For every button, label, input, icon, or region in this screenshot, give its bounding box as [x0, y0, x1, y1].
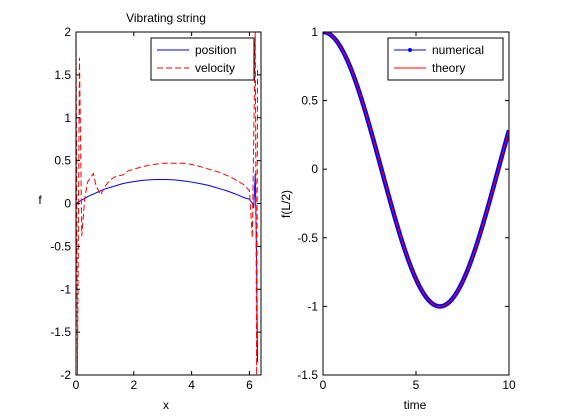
left-axes: Vibrating string x f 0 2 4 6 -2 -1.5 -1 -0.5 0 0.…: [38, 11, 262, 412]
x-tick-label: 0: [73, 378, 80, 392]
series-line-position: [76, 173, 259, 363]
series-line-theory: [323, 32, 509, 307]
x-tick-label: 2: [130, 378, 137, 392]
series-line-velocity: [76, 32, 259, 375]
y-tick-label: 1.5: [54, 68, 71, 82]
x-tick-label: 4: [188, 378, 195, 392]
y-tick-label: 1: [64, 111, 71, 125]
x-tick-label: 6: [246, 378, 253, 392]
legend-box: [150, 37, 255, 81]
legend-label-position: position: [195, 43, 236, 57]
legend-label-numerical: numerical: [432, 43, 484, 57]
y-tick-label: -1: [60, 282, 71, 296]
y-tick-label: 0: [64, 197, 71, 211]
x-tick-label: 10: [502, 378, 516, 392]
right-axes: time f(L/2) 0 5 10 -1.5 -1 -0.5 0 0.5 1 numerical…: [279, 25, 516, 412]
x-tick-label: 5: [413, 378, 420, 392]
y-tick-label: 0.5: [301, 94, 318, 108]
right-x-axis-label: time: [404, 398, 427, 412]
y-tick-label: -1.5: [297, 368, 318, 382]
y-tick-label: -0.5: [50, 239, 71, 253]
y-tick-label: 0: [311, 162, 318, 176]
y-tick-label: 2: [64, 25, 71, 39]
axes-box: [75, 31, 262, 376]
legend-label-velocity: velocity: [195, 61, 235, 75]
y-tick-label: 0.5: [54, 154, 71, 168]
left-chart-title: Vibrating string: [126, 11, 206, 25]
x-tick-label: 0: [320, 378, 327, 392]
left-y-axis-label: f: [38, 193, 42, 207]
legend-marker: [408, 48, 412, 52]
right-y-axis-label: f(L/2): [279, 190, 293, 218]
legend-box: [387, 37, 504, 81]
left-x-axis-label: x: [163, 398, 169, 412]
y-tick-label: -2: [60, 368, 71, 382]
y-tick-label: -1: [307, 299, 318, 313]
legend-label-theory: theory: [432, 61, 465, 75]
y-tick-label: 1: [311, 25, 318, 39]
axes-box: [322, 31, 510, 376]
y-tick-label: -1.5: [50, 325, 71, 339]
y-tick-label: -0.5: [297, 231, 318, 245]
